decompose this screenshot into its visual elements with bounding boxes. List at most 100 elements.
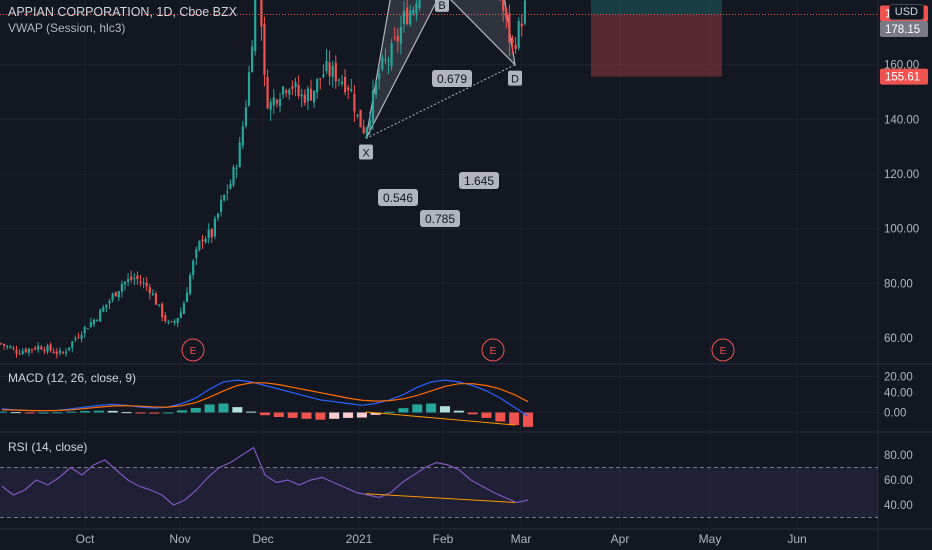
candle-body: [9, 346, 12, 348]
candle-body: [77, 337, 80, 339]
macd-histogram-bar: [439, 406, 450, 413]
candle-body: [139, 281, 142, 283]
candle-body: [334, 62, 337, 82]
macd-histogram-bar: [52, 412, 63, 414]
candle-body: [158, 304, 161, 306]
harmonic-point-x: X: [362, 147, 370, 159]
candle-body: [344, 76, 347, 93]
rsi-legend[interactable]: RSI (14, close): [8, 440, 88, 454]
harmonic-ratio-box: [378, 189, 418, 206]
candle-body: [331, 65, 334, 78]
time-axis-tick: 2021: [346, 532, 373, 546]
candle-body: [3, 343, 6, 346]
macd-histogram-bar: [523, 412, 533, 427]
macd-divergence-line: [365, 411, 516, 426]
candle-body: [523, 0, 526, 24]
candle-body: [65, 351, 68, 354]
harmonic-point-box: [359, 144, 373, 160]
harmonic-ratio-box: [459, 172, 499, 189]
candle-body: [12, 348, 15, 350]
price-axis-tick: 120.00: [884, 169, 919, 181]
price-axis-tick: 40.00: [884, 388, 913, 400]
vwap-price-label: 178.15: [885, 24, 920, 36]
macd-histogram-bar: [329, 412, 340, 419]
macd-histogram-bar: [204, 404, 215, 413]
candle-body: [241, 126, 244, 146]
time-axis-tick: Nov: [169, 532, 190, 546]
candle-body: [111, 294, 114, 301]
candle-body: [251, 46, 254, 73]
candle-body: [316, 78, 319, 93]
candle-body: [6, 346, 9, 348]
candle-body: [232, 167, 235, 185]
macd-histogram-bar: [356, 412, 367, 418]
macd-histogram-bar: [93, 410, 104, 413]
macd-axis-tick: 0.00: [884, 408, 906, 420]
candle-body: [161, 303, 164, 318]
rsi-band-fill: [0, 467, 878, 518]
candle-body: [229, 183, 232, 189]
macd-histogram-bar: [467, 412, 478, 415]
macd-histogram-bar: [495, 412, 506, 422]
candle-body: [362, 126, 365, 134]
candle-body: [505, 8, 508, 19]
candle-body: [49, 344, 52, 351]
candle-body: [198, 240, 201, 250]
candle-body: [294, 82, 297, 88]
symbol-title[interactable]: APPIAN CORPORATION, 1D, Cboe BZX: [8, 5, 237, 19]
candle-body: [164, 315, 167, 322]
macd-histogram-bar: [135, 412, 146, 414]
macd-histogram-bar: [246, 411, 257, 413]
candle-body: [71, 341, 74, 348]
candle-body: [288, 89, 291, 95]
candle-body: [508, 13, 511, 43]
macd-line: [1, 379, 529, 417]
candle-body: [399, 26, 402, 44]
candle-body: [402, 10, 406, 25]
candle-body: [68, 347, 71, 350]
macd-histogram-bar: [149, 412, 160, 414]
candle-body: [328, 62, 331, 77]
earnings-marker: [181, 338, 205, 362]
candle-body: [371, 90, 375, 122]
candle-body: [520, 23, 523, 27]
macd-histogram-bar: [384, 411, 395, 413]
currency-selector[interactable]: USD: [888, 4, 924, 20]
candle-body: [108, 300, 111, 304]
candle-body: [46, 345, 49, 352]
vwap-legend[interactable]: VWAP (Session, hlc3): [8, 21, 126, 35]
candle-body: [142, 282, 145, 284]
candle-body: [96, 320, 99, 322]
candle-body: [223, 194, 226, 201]
candle-body: [278, 98, 282, 106]
candle-body: [235, 167, 238, 169]
macd-histogram-bar: [273, 412, 284, 417]
candle-body: [272, 97, 275, 106]
earnings-marker: [481, 338, 505, 362]
time-axis-tick: May: [699, 532, 722, 546]
macd-histogram-bar: [190, 408, 201, 413]
candle-body: [325, 61, 328, 72]
macd-histogram-bar: [412, 404, 423, 413]
harmonic-triangle-xab: [365, 0, 438, 139]
candle-body: [21, 351, 24, 354]
macd-signal-line: [1, 382, 529, 412]
candle-body: [30, 349, 34, 351]
candle-body: [409, 10, 412, 25]
macd-legend[interactable]: MACD (12, 26, close, 9): [8, 371, 137, 385]
macd-histogram-bar: [481, 412, 492, 418]
stop-price-label: 155.61: [885, 72, 920, 84]
macd-histogram-bar: [66, 411, 77, 413]
candle-body: [43, 349, 46, 352]
time-axis-tick: Oct: [76, 532, 95, 546]
candle-body: [226, 191, 229, 193]
candle-body: [365, 127, 368, 134]
macd-histogram-bar: [287, 412, 298, 418]
stop-price-label-bg: [880, 68, 928, 85]
earnings-marker-label: E: [490, 346, 497, 357]
candle-body: [254, 0, 257, 52]
candle-body: [123, 281, 127, 285]
harmonic-point-d: D: [511, 74, 519, 86]
candle-body: [136, 275, 139, 280]
